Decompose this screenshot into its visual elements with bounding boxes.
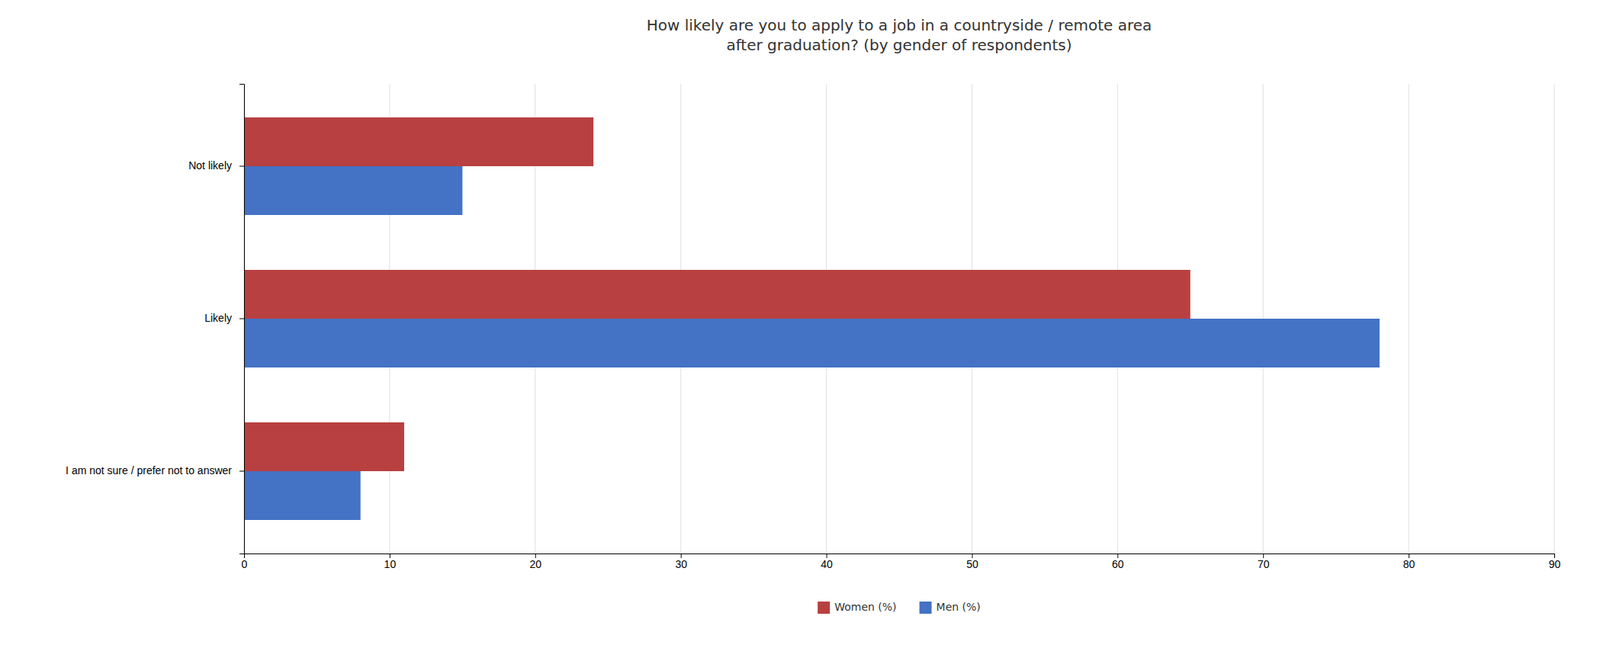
legend-item: Women (%) — [817, 600, 897, 614]
chart: How likely are you to apply to a job in … — [0, 0, 1600, 645]
title-line: after graduation? (by gender of responde… — [726, 35, 1072, 55]
bar — [244, 471, 361, 521]
y-tick: Not likely — [188, 159, 245, 172]
x-tick-label: 30 — [674, 558, 688, 571]
y-axis: I am not sure / prefer not to answer Like… — [65, 84, 245, 555]
legend-label: Women (%) — [834, 600, 897, 614]
x-tick-label: 70 — [1257, 558, 1270, 571]
y-tick-label: Not likely — [188, 159, 232, 172]
bar — [244, 318, 1380, 368]
bar — [244, 117, 594, 167]
legend-swatch — [919, 601, 932, 614]
x-axis: 0 10 20 30 40 50 60 70 80 90 — [241, 553, 1562, 571]
title: How likely are you to apply to a job in … — [646, 16, 1153, 55]
x-tick: 30 — [674, 553, 688, 571]
x-tick: 40 — [820, 553, 833, 571]
grid — [244, 83, 1555, 554]
legend-swatch — [817, 601, 830, 614]
grid-line — [1554, 83, 1556, 554]
y-tick-mark — [239, 166, 245, 168]
y-axis-line — [239, 84, 245, 555]
x-tick: 10 — [384, 553, 397, 571]
legend-label: Men (%) — [936, 600, 981, 614]
bar — [244, 166, 463, 216]
legend-item: Men (%) — [919, 600, 981, 614]
title-line: How likely are you to apply to a job in … — [646, 16, 1153, 35]
x-tick: 20 — [529, 553, 542, 571]
series — [244, 166, 1380, 521]
x-tick-label: 40 — [820, 558, 833, 571]
x-tick-label: 60 — [1111, 558, 1125, 571]
bar — [244, 269, 1191, 319]
legend: Women (%) Men (%) — [817, 600, 981, 614]
x-axis-line — [244, 554, 1556, 560]
x-tick: 0 — [241, 553, 248, 571]
plot: 0 10 20 30 40 50 60 70 80 90 I am not sure / prefe… — [65, 83, 1561, 571]
y-tick: Likely — [204, 311, 245, 325]
x-tick: 90 — [1548, 553, 1562, 571]
y-tick: I am not sure / prefer not to answer — [65, 464, 245, 477]
x-tick-label: 90 — [1548, 558, 1562, 571]
bars — [244, 117, 1380, 521]
x-tick-label: 80 — [1403, 558, 1416, 571]
x-tick-label: 20 — [529, 558, 542, 571]
y-tick-mark — [239, 318, 245, 320]
x-tick-label: 0 — [241, 558, 248, 571]
series — [244, 117, 1191, 472]
x-tick-label: 10 — [384, 558, 397, 571]
bar — [244, 422, 405, 472]
y-tick-label: Likely — [204, 311, 232, 325]
y-tick-label: I am not sure / prefer not to answer — [65, 464, 232, 477]
x-tick: 80 — [1403, 553, 1416, 571]
grid-line — [1408, 83, 1410, 554]
x-tick: 60 — [1111, 553, 1125, 571]
x-tick: 70 — [1257, 553, 1270, 571]
y-tick-mark — [239, 471, 245, 473]
x-tick: 50 — [966, 553, 979, 571]
x-tick-label: 50 — [966, 558, 979, 571]
